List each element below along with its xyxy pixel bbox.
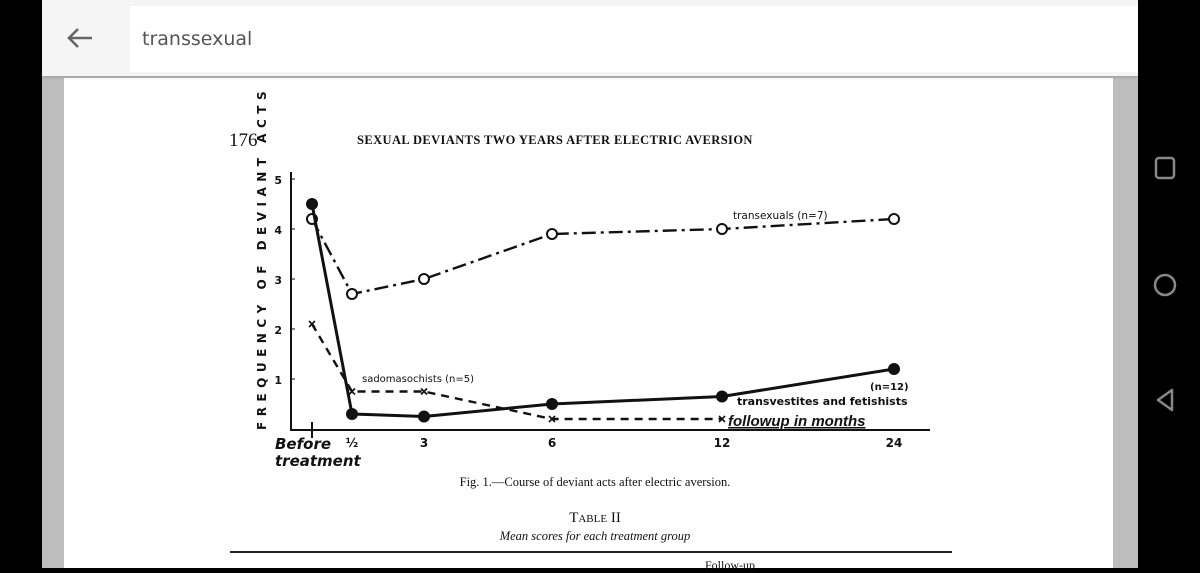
data-point: [546, 228, 558, 240]
data-point: [888, 363, 900, 375]
table-subtitle: Mean scores for each treatment group: [499, 529, 691, 543]
data-point: [718, 415, 726, 423]
data-point: [888, 213, 900, 225]
running-head: SEXUAL DEVIANTS TWO YEARS AFTER ELECTRIC…: [357, 133, 753, 147]
y-ticks: 1 2 3 4 5: [274, 174, 295, 387]
x-tick-label: 6: [548, 436, 556, 450]
x-tick-label: ½: [346, 436, 358, 450]
y-tick-label: 4: [274, 224, 282, 237]
data-point: [346, 288, 358, 300]
legend-transvestites: transvestites and fetishists: [737, 395, 908, 408]
figure-caption: Fig. 1.—Course of deviant acts after ele…: [459, 475, 731, 489]
x-tick-label: 3: [420, 436, 428, 450]
search-input[interactable]: [130, 6, 1185, 72]
y-tick-label: 2: [274, 324, 282, 337]
y-tick-label: 1: [274, 374, 282, 387]
x-tick-label: Before: [275, 435, 331, 453]
back-triangle-icon[interactable]: [1150, 385, 1180, 415]
data-point: [306, 198, 318, 210]
table-title: Table II: [569, 510, 621, 526]
arrow-left-icon[interactable]: [64, 22, 96, 54]
series-line-2: [310, 203, 895, 419]
legend-transvestites-n: (n=12): [870, 382, 909, 393]
page-number: 176: [229, 130, 258, 151]
table-rule: [230, 551, 952, 553]
recents-square-icon[interactable]: [1150, 153, 1180, 183]
system-nav-bar: [1138, 0, 1200, 568]
y-tick-label: 3: [274, 274, 282, 287]
y-axis-label: FREQUENCY OF DEVIANT ACTS: [255, 86, 269, 430]
series-line-3: [310, 323, 722, 421]
table-header-followup: Follow-up: [705, 558, 756, 572]
x-tick-label: 24: [886, 436, 903, 450]
data-point: [418, 273, 430, 285]
x-tick-label: treatment: [275, 452, 362, 470]
home-circle-icon[interactable]: [1150, 270, 1180, 300]
data-point: [716, 390, 728, 403]
data-point: [546, 398, 558, 410]
legend-sadomasochists: sadomasochists (n=5): [362, 374, 474, 385]
data-point: [348, 387, 356, 396]
data-point: [420, 387, 428, 396]
x-axis-label: followup in months: [728, 413, 865, 430]
data-point: [548, 415, 556, 423]
data-point: [418, 410, 430, 423]
series-line-1: [310, 217, 895, 296]
x-tick-label: 12: [714, 436, 731, 450]
left-system-bar: [0, 0, 42, 568]
document-page: [64, 78, 1113, 568]
series-group: [306, 198, 900, 423]
y-tick-label: 5: [274, 174, 282, 187]
data-point: [716, 223, 728, 235]
data-point: [308, 320, 316, 328]
data-point: [346, 408, 358, 420]
legend-transexuals: transexuals (n=7): [733, 210, 828, 222]
